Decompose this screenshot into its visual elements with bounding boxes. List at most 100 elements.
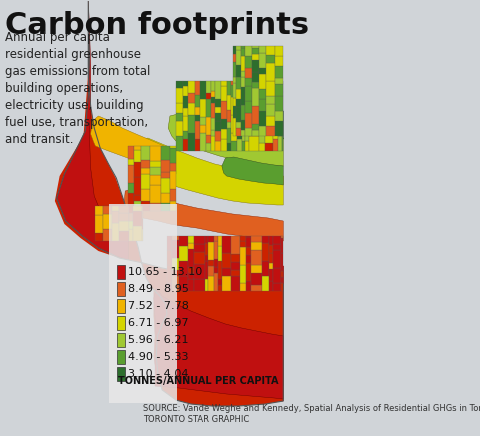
Bar: [241, 125, 245, 131]
Bar: [241, 87, 244, 105]
Bar: [206, 93, 211, 99]
Bar: [273, 236, 281, 244]
Bar: [237, 103, 241, 109]
Bar: [265, 143, 273, 151]
Bar: [241, 141, 245, 151]
Bar: [211, 91, 216, 97]
Bar: [240, 283, 246, 291]
Bar: [233, 77, 236, 83]
Bar: [176, 88, 183, 103]
Bar: [206, 143, 211, 151]
Bar: [252, 48, 259, 54]
Bar: [211, 136, 216, 151]
Bar: [237, 121, 241, 139]
Bar: [188, 267, 194, 273]
Bar: [252, 82, 259, 88]
Bar: [183, 139, 188, 151]
Bar: [204, 243, 208, 255]
Bar: [259, 53, 266, 68]
Bar: [231, 115, 237, 133]
Bar: [233, 118, 236, 136]
Bar: [240, 241, 246, 247]
Bar: [273, 139, 278, 151]
Bar: [259, 133, 265, 143]
Bar: [262, 236, 269, 243]
Bar: [241, 71, 244, 77]
Bar: [117, 367, 125, 381]
Bar: [236, 99, 241, 107]
Bar: [183, 81, 188, 86]
Bar: [259, 81, 265, 97]
Bar: [236, 77, 241, 89]
Bar: [172, 276, 179, 291]
Bar: [206, 135, 211, 143]
Bar: [273, 268, 281, 283]
Bar: [251, 265, 262, 273]
Bar: [237, 115, 241, 121]
Bar: [281, 277, 283, 283]
Bar: [278, 81, 282, 85]
Bar: [128, 183, 134, 193]
Bar: [227, 143, 231, 151]
Bar: [179, 236, 188, 246]
Bar: [269, 269, 273, 281]
Bar: [273, 133, 278, 139]
Bar: [96, 233, 103, 241]
Bar: [233, 106, 236, 118]
Bar: [176, 136, 183, 151]
Bar: [194, 279, 204, 291]
Bar: [150, 161, 161, 167]
Bar: [245, 112, 249, 118]
Bar: [236, 65, 241, 77]
Bar: [273, 81, 278, 99]
Bar: [269, 245, 273, 253]
Bar: [179, 261, 188, 276]
Bar: [141, 201, 150, 211]
Text: 5.96 - 6.21: 5.96 - 6.21: [128, 335, 188, 345]
Bar: [241, 105, 244, 120]
Bar: [282, 81, 283, 92]
Bar: [241, 46, 244, 48]
Bar: [150, 146, 161, 161]
Bar: [214, 241, 217, 259]
Bar: [259, 113, 265, 121]
Bar: [200, 99, 206, 117]
Bar: [208, 260, 214, 266]
Bar: [133, 206, 142, 211]
Bar: [275, 56, 283, 66]
Bar: [236, 89, 241, 99]
Polygon shape: [154, 266, 283, 386]
Bar: [211, 130, 216, 136]
Bar: [221, 129, 227, 139]
Bar: [278, 118, 282, 136]
Bar: [111, 223, 119, 241]
Bar: [183, 116, 188, 131]
Bar: [265, 81, 273, 84]
Bar: [142, 219, 143, 229]
Bar: [142, 229, 143, 241]
Polygon shape: [192, 92, 283, 139]
Bar: [249, 102, 259, 112]
Bar: [265, 90, 273, 105]
Bar: [249, 81, 259, 87]
Bar: [240, 236, 246, 241]
Bar: [172, 270, 179, 276]
Bar: [217, 236, 222, 246]
Bar: [161, 193, 170, 203]
Bar: [204, 261, 208, 279]
Bar: [216, 107, 221, 113]
Bar: [216, 121, 221, 131]
Bar: [237, 81, 241, 85]
Bar: [249, 112, 259, 118]
Text: 10.65 - 13.10: 10.65 - 13.10: [128, 267, 202, 277]
Bar: [282, 126, 283, 136]
Bar: [217, 246, 222, 261]
Bar: [117, 282, 125, 296]
Text: 6.71 - 6.97: 6.71 - 6.97: [128, 318, 188, 328]
Bar: [195, 107, 200, 115]
Bar: [252, 60, 259, 72]
Bar: [167, 250, 172, 265]
Bar: [251, 242, 262, 250]
Bar: [141, 168, 150, 174]
Bar: [241, 56, 244, 71]
